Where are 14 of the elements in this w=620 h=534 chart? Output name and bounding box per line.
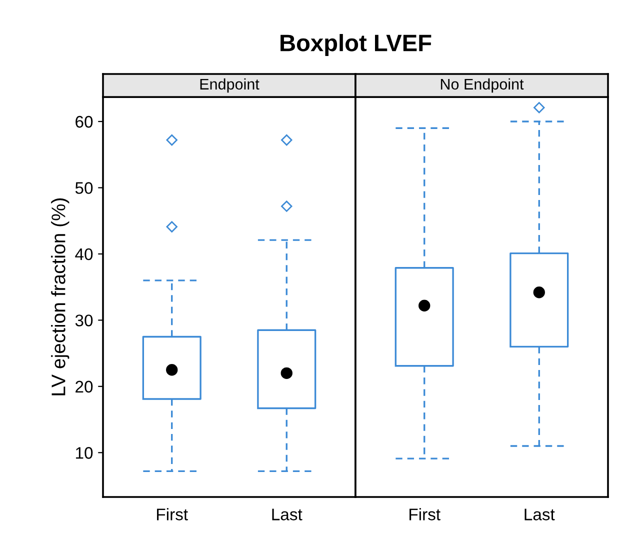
y-tick-label: 20 (76, 380, 93, 393)
chart-title: Boxplot LVEF (280, 34, 432, 56)
y-axis-title: LV ejection fraction (%) (51, 198, 70, 396)
y-tick-label: 30 (75, 314, 93, 326)
y-tick-label: 60 (76, 116, 93, 128)
y-tick-label: 40 (75, 248, 93, 260)
chart-subtitle: No Endpoint (440, 78, 524, 93)
chart-subtitle: Endpoint (200, 78, 260, 93)
y-tick-label: 50 (75, 182, 93, 194)
x-tick-label: First (157, 508, 188, 520)
x-tick-label: Last (524, 508, 555, 520)
x-tick-label: First (410, 508, 440, 520)
y-tick-label: 10 (76, 447, 93, 459)
x-tick-label: Last (272, 508, 302, 520)
